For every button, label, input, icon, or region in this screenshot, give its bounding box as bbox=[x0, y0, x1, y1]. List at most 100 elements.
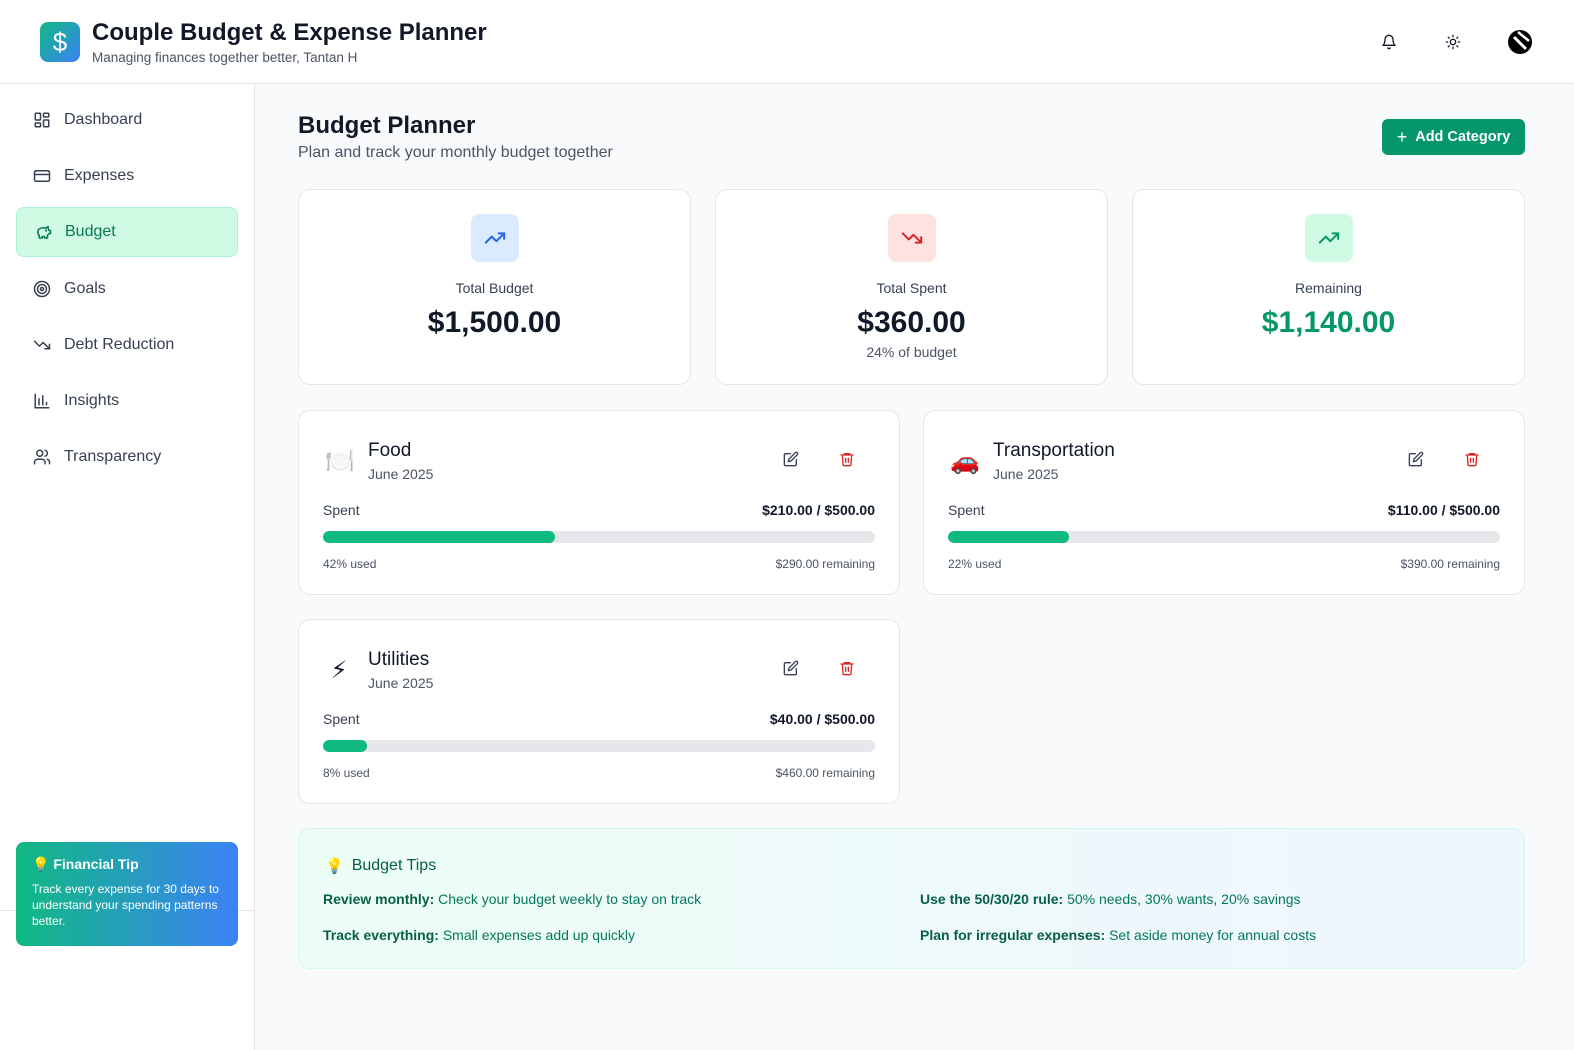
edit-icon bbox=[783, 660, 799, 676]
trending-up-icon bbox=[471, 214, 519, 262]
lightning-icon: ⚡ bbox=[330, 657, 348, 684]
sidebar-item-label: Dashboard bbox=[64, 111, 143, 128]
category-card-food: 🍽️ Food June 2025 Spent $210.00 / $500.0… bbox=[298, 410, 900, 595]
tip-text: Set aside money for annual costs bbox=[1105, 927, 1317, 943]
spent-amount: $40.00 / $500.00 bbox=[769, 711, 875, 727]
stat-card-total-budget: Total Budget $1,500.00 bbox=[298, 189, 691, 385]
stat-card-remaining: Remaining $1,140.00 bbox=[1132, 189, 1525, 385]
sidebar-item-label: Transparency bbox=[64, 448, 162, 465]
spent-amount: $210.00 / $500.00 bbox=[762, 502, 875, 518]
percent-used: 42% used bbox=[323, 557, 377, 571]
piggy-bank-icon bbox=[33, 222, 53, 242]
category-name: Utilities bbox=[368, 649, 430, 670]
trash-icon bbox=[840, 662, 854, 676]
progress-fill bbox=[323, 740, 368, 752]
stat-value: $1,140.00 bbox=[1261, 306, 1396, 339]
sidebar-item-label: Budget bbox=[65, 223, 116, 240]
stat-value: $360.00 bbox=[857, 306, 966, 339]
edit-button[interactable] bbox=[1402, 445, 1430, 473]
tip-item: Use the 50/30/20 rule: 50% needs, 30% wa… bbox=[920, 891, 1301, 907]
trending-down-icon bbox=[32, 335, 52, 355]
notifications-button[interactable] bbox=[1373, 26, 1405, 58]
progress-bar bbox=[323, 740, 875, 752]
tip-heading: Track everything: bbox=[323, 927, 439, 943]
plus-icon: + bbox=[1396, 126, 1408, 147]
spent-label: Spent bbox=[323, 502, 360, 518]
stat-label: Total Spent bbox=[876, 280, 947, 296]
sidebar-item-insights[interactable]: Insights bbox=[16, 376, 238, 426]
percent-used: 8% used bbox=[323, 766, 370, 780]
progress-fill bbox=[948, 531, 1070, 543]
tip-text: 50% needs, 30% wants, 20% savings bbox=[1063, 891, 1301, 907]
delete-button[interactable] bbox=[833, 445, 861, 473]
category-name: Food bbox=[368, 440, 412, 461]
remaining-amount: $290.00 remaining bbox=[775, 557, 875, 571]
stat-value: $1,500.00 bbox=[427, 306, 562, 339]
stat-label: Total Budget bbox=[455, 280, 534, 296]
trending-up-icon bbox=[1305, 214, 1353, 262]
budget-tips-panel: 💡 Budget Tips Review monthly: Check your… bbox=[298, 828, 1525, 969]
sidebar-item-goals[interactable]: Goals bbox=[16, 264, 238, 314]
users-icon bbox=[32, 447, 52, 467]
edit-icon bbox=[1408, 451, 1424, 467]
trash-icon bbox=[840, 453, 854, 467]
edit-icon bbox=[783, 451, 799, 467]
car-icon: 🚗 bbox=[950, 448, 980, 475]
lightbulb-icon: 💡 bbox=[32, 856, 50, 872]
avatar[interactable] bbox=[1505, 27, 1535, 57]
spent-amount: $110.00 / $500.00 bbox=[1387, 502, 1500, 518]
page-subtitle: Plan and track your monthly budget toget… bbox=[298, 144, 613, 161]
spent-label: Spent bbox=[948, 502, 985, 518]
budget-tips-title: Budget Tips bbox=[351, 857, 437, 874]
sidebar-item-budget[interactable]: Budget bbox=[16, 207, 238, 257]
credit-card-icon bbox=[32, 166, 52, 186]
financial-tip-text: Track every expense for 30 days to under… bbox=[32, 882, 219, 928]
tip-text: Check your budget weekly to stay on trac… bbox=[434, 891, 702, 907]
remaining-amount: $390.00 remaining bbox=[1400, 557, 1500, 571]
progress-bar bbox=[323, 531, 875, 543]
dashboard-icon bbox=[32, 110, 52, 130]
financial-tip-title: Financial Tip bbox=[53, 856, 139, 872]
stat-subtext: 24% of budget bbox=[866, 344, 957, 360]
sidebar-item-label: Debt Reduction bbox=[64, 336, 175, 353]
tip-heading: Plan for irregular expenses: bbox=[920, 927, 1106, 943]
theme-toggle-button[interactable] bbox=[1437, 26, 1469, 58]
sidebar-item-label: Goals bbox=[64, 280, 106, 297]
category-month: June 2025 bbox=[368, 675, 434, 691]
progress-fill bbox=[323, 531, 555, 543]
percent-used: 22% used bbox=[948, 557, 1002, 571]
sidebar-item-dashboard[interactable]: Dashboard bbox=[16, 95, 238, 145]
app-title: Couple Budget & Expense Planner bbox=[92, 19, 487, 46]
app-subtitle: Managing finances together better, Tanta… bbox=[92, 50, 358, 65]
tip-item: Track everything: Small expenses add up … bbox=[323, 927, 635, 943]
sun-icon bbox=[1445, 34, 1461, 50]
top-header: $ Couple Budget & Expense Planner Managi… bbox=[0, 0, 1574, 84]
plate-icon: 🍽️ bbox=[325, 448, 355, 475]
trash-icon bbox=[1465, 453, 1479, 467]
sidebar-item-transparency[interactable]: Transparency bbox=[16, 432, 238, 482]
category-name: Transportation bbox=[993, 440, 1115, 461]
category-card-utilities: ⚡ Utilities June 2025 Spent $40.00 / $50… bbox=[298, 619, 900, 804]
delete-button[interactable] bbox=[1458, 445, 1486, 473]
tip-heading: Review monthly: bbox=[323, 891, 435, 907]
edit-button[interactable] bbox=[777, 654, 805, 682]
edit-button[interactable] bbox=[777, 445, 805, 473]
page-title: Budget Planner bbox=[298, 112, 476, 139]
sidebar-item-debt-reduction[interactable]: Debt Reduction bbox=[16, 320, 238, 370]
tip-heading: Use the 50/30/20 rule: bbox=[920, 891, 1064, 907]
target-icon bbox=[32, 279, 52, 299]
sidebar-item-expenses[interactable]: Expenses bbox=[16, 151, 238, 201]
add-category-label: Add Category bbox=[1415, 129, 1511, 145]
category-month: June 2025 bbox=[993, 466, 1059, 482]
financial-tip-card: 💡 Financial Tip Track every expense for … bbox=[16, 842, 238, 946]
spent-label: Spent bbox=[323, 711, 360, 727]
dollar-logo-icon: $ bbox=[40, 22, 80, 62]
sidebar-item-label: Expenses bbox=[64, 167, 135, 184]
category-month: June 2025 bbox=[368, 466, 434, 482]
bar-chart-icon bbox=[32, 391, 52, 411]
progress-bar bbox=[948, 531, 1500, 543]
tip-item: Review monthly: Check your budget weekly… bbox=[323, 891, 701, 907]
bell-icon bbox=[1382, 34, 1396, 50]
add-category-button[interactable]: + Add Category bbox=[1382, 119, 1525, 155]
delete-button[interactable] bbox=[833, 654, 861, 682]
